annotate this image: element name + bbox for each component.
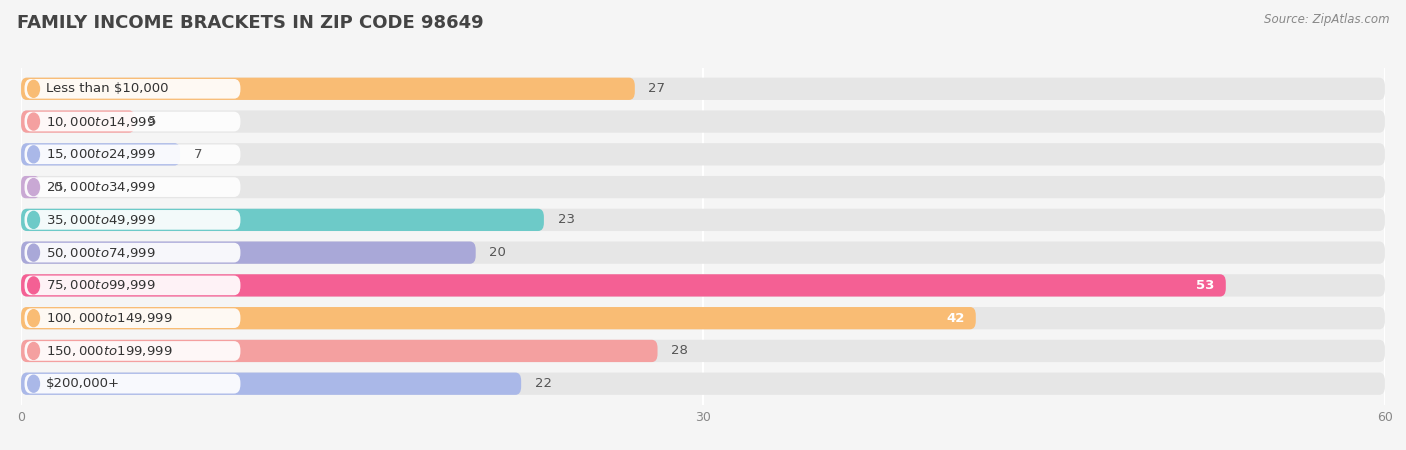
Text: $15,000 to $24,999: $15,000 to $24,999 [46, 147, 156, 162]
Circle shape [28, 310, 39, 327]
FancyBboxPatch shape [21, 176, 39, 198]
FancyBboxPatch shape [21, 340, 1385, 362]
Circle shape [28, 179, 39, 196]
Circle shape [28, 113, 39, 130]
FancyBboxPatch shape [21, 176, 1385, 198]
Circle shape [28, 342, 39, 360]
Text: $200,000+: $200,000+ [46, 377, 120, 390]
FancyBboxPatch shape [21, 209, 1385, 231]
Text: 5: 5 [149, 115, 157, 128]
FancyBboxPatch shape [24, 177, 240, 197]
FancyBboxPatch shape [21, 209, 544, 231]
FancyBboxPatch shape [21, 274, 1385, 297]
Text: $35,000 to $49,999: $35,000 to $49,999 [46, 213, 156, 227]
Text: 7: 7 [194, 148, 202, 161]
FancyBboxPatch shape [24, 144, 240, 164]
Text: Source: ZipAtlas.com: Source: ZipAtlas.com [1264, 14, 1389, 27]
Text: 22: 22 [534, 377, 551, 390]
Text: Less than $10,000: Less than $10,000 [46, 82, 169, 95]
FancyBboxPatch shape [24, 308, 240, 328]
Circle shape [28, 277, 39, 294]
FancyBboxPatch shape [21, 110, 135, 133]
Text: $75,000 to $99,999: $75,000 to $99,999 [46, 279, 156, 292]
Text: $25,000 to $34,999: $25,000 to $34,999 [46, 180, 156, 194]
Text: 53: 53 [1197, 279, 1215, 292]
Text: 0: 0 [53, 180, 62, 194]
FancyBboxPatch shape [24, 275, 240, 295]
FancyBboxPatch shape [21, 110, 1385, 133]
Circle shape [28, 212, 39, 228]
Text: $50,000 to $74,999: $50,000 to $74,999 [46, 246, 156, 260]
FancyBboxPatch shape [21, 242, 1385, 264]
Circle shape [28, 244, 39, 261]
Circle shape [28, 375, 39, 392]
FancyBboxPatch shape [24, 79, 240, 99]
FancyBboxPatch shape [24, 112, 240, 131]
Text: 27: 27 [648, 82, 665, 95]
FancyBboxPatch shape [21, 143, 180, 166]
FancyBboxPatch shape [24, 374, 240, 394]
FancyBboxPatch shape [24, 243, 240, 262]
FancyBboxPatch shape [21, 373, 522, 395]
Text: 42: 42 [946, 312, 965, 324]
FancyBboxPatch shape [21, 307, 1385, 329]
Text: 28: 28 [671, 344, 688, 357]
FancyBboxPatch shape [21, 274, 1226, 297]
Text: $10,000 to $14,999: $10,000 to $14,999 [46, 115, 156, 129]
Text: $100,000 to $149,999: $100,000 to $149,999 [46, 311, 173, 325]
FancyBboxPatch shape [24, 210, 240, 230]
FancyBboxPatch shape [21, 307, 976, 329]
Text: 20: 20 [489, 246, 506, 259]
FancyBboxPatch shape [24, 341, 240, 361]
FancyBboxPatch shape [21, 78, 636, 100]
FancyBboxPatch shape [21, 340, 658, 362]
FancyBboxPatch shape [21, 78, 1385, 100]
Text: $150,000 to $199,999: $150,000 to $199,999 [46, 344, 173, 358]
Circle shape [28, 81, 39, 97]
FancyBboxPatch shape [21, 373, 1385, 395]
Text: 23: 23 [558, 213, 575, 226]
FancyBboxPatch shape [21, 143, 1385, 166]
FancyBboxPatch shape [21, 242, 475, 264]
Circle shape [28, 146, 39, 163]
Text: FAMILY INCOME BRACKETS IN ZIP CODE 98649: FAMILY INCOME BRACKETS IN ZIP CODE 98649 [17, 14, 484, 32]
